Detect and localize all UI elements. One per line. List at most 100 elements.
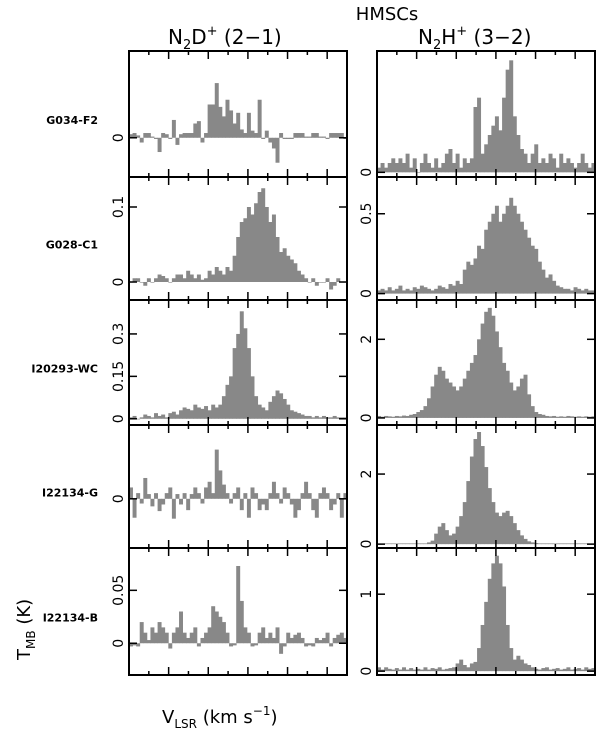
spectrum-bar	[380, 669, 385, 672]
spectrum-bar	[186, 637, 191, 644]
spectrum-bar	[293, 411, 298, 419]
spectrum-bar	[552, 543, 557, 545]
spectrum-bar	[182, 632, 187, 644]
spectrum-bar	[239, 498, 244, 511]
spectrum-bar	[398, 416, 403, 418]
spectrum-bar	[286, 255, 291, 282]
spectrum-bar	[336, 278, 341, 282]
spectrum-bar	[339, 632, 344, 644]
spectrum-bar	[196, 407, 201, 419]
spectrum-bar	[329, 282, 334, 290]
col2-trans: (3−2)	[467, 25, 531, 49]
spectrum-bar	[150, 627, 155, 644]
spectrum-bar	[332, 415, 337, 419]
spectrum-bar	[286, 404, 291, 419]
y-tick-label: 0	[359, 667, 375, 676]
spectrum-bar	[434, 533, 439, 545]
spectrum-bar	[318, 640, 323, 644]
source-label: I22134-G	[42, 486, 98, 499]
spectrum-bar	[466, 261, 471, 294]
spectrum-bar	[171, 411, 176, 419]
spectrum-bar	[171, 119, 176, 138]
spectrum-bar	[239, 222, 244, 282]
spectrum-bar	[254, 493, 259, 499]
spectrum-bar	[300, 274, 305, 282]
spectrum-bar	[214, 83, 219, 138]
spectrum-bar	[175, 494, 180, 499]
spectrum-bar	[491, 125, 496, 173]
spectrum-bar	[232, 123, 237, 138]
spectrum-bar	[214, 449, 219, 499]
spectrum-bar	[257, 192, 262, 282]
spectrum-bar	[275, 493, 280, 499]
panel-g034-f2-n2hplus: 0	[359, 50, 596, 178]
spectrum-bar	[221, 274, 226, 282]
spectrum-bar	[591, 416, 596, 418]
spectrum-bar	[416, 172, 421, 173]
spectrum-bar	[412, 413, 417, 418]
spectrum-bar	[175, 627, 180, 644]
spectrum-bar	[509, 197, 514, 294]
spectrum-bar	[459, 659, 464, 672]
spectrum-bar	[512, 205, 517, 294]
spectrum-bar	[157, 498, 162, 512]
spectrum-bar	[186, 270, 191, 282]
spectrum-bar	[477, 648, 482, 672]
spectrum-bar	[143, 632, 148, 644]
spectrum-bar	[498, 516, 503, 545]
spectrum-bar	[271, 137, 276, 149]
spectrum-bar	[448, 535, 453, 545]
spectrum-bar	[441, 523, 446, 545]
spectrum-bar	[498, 563, 503, 672]
spectrum-bar	[527, 664, 532, 672]
spectrum-bar	[387, 543, 392, 545]
y-tick-label: 0.5	[359, 203, 375, 225]
spectrum-bar	[136, 135, 141, 138]
spectrum-bar	[143, 414, 148, 419]
spectrum-bar	[430, 668, 435, 672]
source-label: I20293-WC	[31, 363, 98, 376]
source-label: I22134-B	[43, 612, 98, 625]
spectrum-bar	[236, 112, 241, 138]
spectrum-bar	[218, 470, 223, 499]
spectrum-bar	[182, 493, 187, 499]
spectrum-bar	[339, 498, 344, 518]
spectrum-bar	[289, 259, 294, 282]
spectrum-bar	[580, 153, 585, 173]
spectrum-bar	[236, 237, 241, 282]
spectrum-bar	[282, 643, 287, 647]
spectrum-bar	[552, 158, 557, 173]
spectrum-bar	[437, 167, 442, 173]
spectrum-bar	[505, 370, 510, 418]
spectrum-bar	[419, 543, 424, 545]
spectrum-bar	[132, 278, 137, 282]
spectrum-bar	[164, 632, 169, 644]
spectrum-bar	[512, 116, 517, 173]
spectrum-bar	[218, 404, 223, 419]
spectrum-bar	[430, 386, 435, 418]
spectrum-bar	[204, 632, 209, 644]
spectrum-bar	[332, 282, 337, 286]
spectrum-bar	[186, 408, 191, 419]
spectrum-bar	[484, 601, 489, 672]
spectrum-bar	[469, 456, 474, 545]
spectrum-bar	[268, 493, 273, 499]
spectrum-bar	[577, 668, 582, 672]
col2-sup: +	[456, 24, 467, 39]
spectrum-bar	[544, 543, 549, 545]
spectrum-bar	[196, 493, 201, 499]
spectrum-bar	[275, 390, 280, 419]
spectrum-bar	[250, 214, 255, 282]
spectrum-bar	[555, 285, 560, 294]
spectrum-bar	[552, 415, 557, 418]
spectrum-bar	[455, 280, 460, 294]
spectrum-bar	[261, 137, 266, 139]
spectrum-bar	[189, 133, 194, 138]
spectrum-bar	[452, 533, 457, 545]
spectrum-bar	[444, 378, 449, 418]
y-tick-label: 2	[359, 335, 375, 344]
y-tick-label: 0	[111, 639, 127, 648]
spectrum-bar	[225, 384, 230, 419]
spectrum-bar	[254, 396, 259, 419]
spectrum-bar	[229, 498, 234, 504]
